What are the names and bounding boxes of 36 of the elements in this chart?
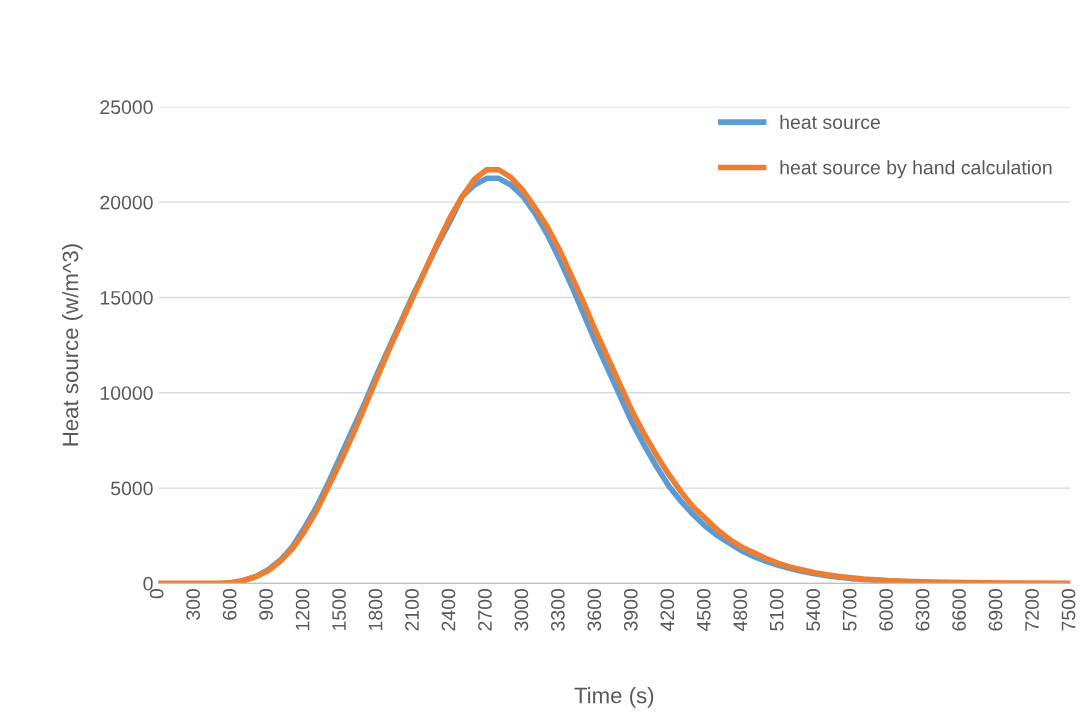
y-axis-title: Heat source (w/m^3) <box>62 244 83 446</box>
x-tick-label: 2400 <box>441 588 456 631</box>
x-tick-label: 6000 <box>879 588 894 631</box>
x-tick-label: 600 <box>222 588 237 620</box>
x-tick-label: 5100 <box>769 588 784 631</box>
x-tick-label: 2100 <box>405 588 419 631</box>
y-tick-label: 5000 <box>111 481 153 496</box>
y-tick-label: 20000 <box>100 195 153 210</box>
x-tick-label: 3300 <box>550 588 565 631</box>
x-tick-label: 0 <box>149 589 164 599</box>
y-tick-label: 10000 <box>100 386 153 400</box>
x-tick-label: 6600 <box>952 588 966 631</box>
x-tick-label: 6300 <box>915 588 930 631</box>
x-tick-label: 3600 <box>587 588 602 631</box>
legend-label: heat source <box>780 114 880 130</box>
x-tick-label: 4500 <box>696 588 711 632</box>
x-tick-label: 1800 <box>368 588 383 631</box>
x-tick-label: 6900 <box>988 588 1003 631</box>
x-tick-label: 4200 <box>660 588 675 632</box>
x-tick-label: 4800 <box>733 588 748 632</box>
y-tick-label: 15000 <box>100 290 153 305</box>
x-tick-label: 2700 <box>478 588 492 631</box>
legend-label: heat source by hand calculation <box>780 160 1052 179</box>
y-tick-label: 0 <box>143 576 153 591</box>
x-tick-label: 7500 <box>1061 588 1076 631</box>
x-tick-label: 900 <box>259 588 273 620</box>
x-tick-label: 1200 <box>295 588 310 631</box>
x-tick-label: 3900 <box>623 588 638 631</box>
x-axis-title: Time (s) <box>574 687 654 708</box>
x-tick-label: 7200 <box>1025 588 1039 631</box>
x-tick-label: 5700 <box>842 588 857 631</box>
x-tick-label: 300 <box>186 588 201 620</box>
x-tick-label: 1500 <box>332 588 346 631</box>
y-tick-label: 25000 <box>100 100 153 115</box>
x-tick-label: 3000 <box>514 588 529 631</box>
x-tick-label: 5400 <box>806 588 821 631</box>
